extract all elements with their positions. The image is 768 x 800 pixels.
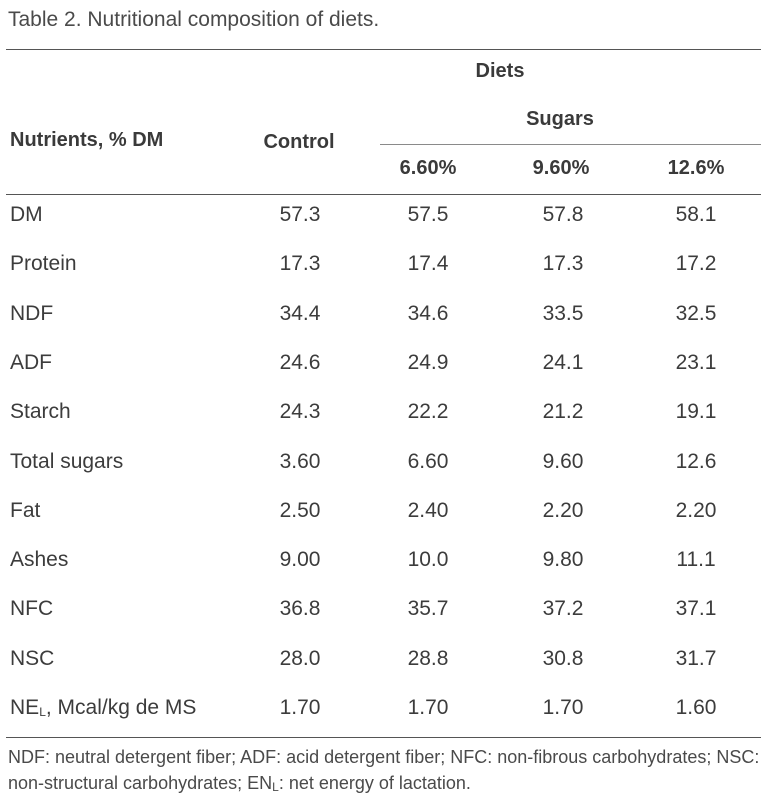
footnote-subscript: L	[272, 780, 279, 794]
table-cell: 12.6	[675, 450, 717, 473]
table-cell: 2.50	[279, 499, 321, 522]
table-cell: 10.0	[407, 548, 449, 571]
header-diets: Diets	[475, 60, 525, 82]
table-bottom-rule	[6, 737, 761, 738]
header-bottom-rule	[6, 194, 761, 195]
table-cell: 17.3	[279, 252, 321, 275]
table-cell: 23.1	[675, 351, 717, 374]
table-cell: 22.2	[407, 400, 449, 423]
table-cell: 57.8	[542, 203, 584, 226]
table-cell: 17.3	[542, 252, 584, 275]
table-cell: 28.0	[279, 647, 321, 670]
table-cell: 32.5	[675, 302, 717, 325]
table-cell: 24.3	[279, 400, 321, 423]
table-cell: 58.1	[675, 203, 717, 226]
header-level-2: 9.60%	[532, 157, 590, 179]
row-label: NSC	[10, 647, 55, 670]
table-cell: 57.5	[407, 203, 449, 226]
table-caption: Table 2. Nutritional composition of diet…	[8, 8, 380, 31]
row-label: ADF	[10, 351, 52, 374]
table-cell: 9.00	[279, 548, 321, 571]
row-label: DM	[10, 203, 43, 226]
header-level-3: 12.6%	[667, 157, 725, 179]
row-label: NDF	[10, 302, 54, 325]
footnote-text-end: : net energy of lactation.	[278, 773, 471, 793]
table-cell: 17.2	[675, 252, 717, 275]
table-cell: 1.70	[542, 696, 584, 719]
table-cell: 37.1	[675, 597, 717, 620]
table-cell: 9.80	[542, 548, 584, 571]
header-level-1: 6.60%	[399, 157, 457, 179]
table-footnote: NDF: neutral detergent fiber; ADF: acid …	[8, 744, 763, 800]
table-cell: 36.8	[279, 597, 321, 620]
table-cell: 2.20	[675, 499, 717, 522]
table-cell: 1.70	[279, 696, 321, 719]
table-cell: 21.2	[542, 400, 584, 423]
table-cell: 24.1	[542, 351, 584, 374]
table-cell: 24.6	[279, 351, 321, 374]
row-label-main: NE	[10, 696, 40, 719]
table-top-rule	[6, 49, 761, 50]
header-control: Control	[263, 131, 335, 153]
row-label: Total sugars	[10, 450, 124, 473]
footnote-text: NDF: neutral detergent fiber; ADF: acid …	[8, 747, 760, 793]
table-cell: 37.2	[542, 597, 584, 620]
row-label: Starch	[10, 400, 71, 423]
table-cell: 9.60	[542, 450, 584, 473]
table-cell: 33.5	[542, 302, 584, 325]
header-sugars: Sugars	[526, 108, 594, 130]
table-cell: 24.9	[407, 351, 449, 374]
row-label-subscript: L	[39, 705, 46, 719]
table-cell: 31.7	[675, 647, 717, 670]
table-cell: 34.4	[279, 302, 321, 325]
sugars-underline	[380, 144, 761, 145]
table-cell: 35.7	[407, 597, 449, 620]
table-cell: 19.1	[675, 400, 717, 423]
table-cell: 2.40	[407, 499, 449, 522]
table-cell: 34.6	[407, 302, 449, 325]
table-cell: 6.60	[407, 450, 449, 473]
row-label: Fat	[10, 499, 41, 522]
table-cell: 3.60	[279, 450, 321, 473]
row-label: Ashes	[10, 548, 69, 571]
table-cell: 57.3	[279, 203, 321, 226]
row-label: NFC	[10, 597, 54, 620]
table-cell: 30.8	[542, 647, 584, 670]
table-cell: 1.60	[675, 696, 717, 719]
header-nutrients: Nutrients, % DM	[10, 129, 164, 151]
table-cell: 2.20	[542, 499, 584, 522]
table-cell: 28.8	[407, 647, 449, 670]
row-label-rest: , Mcal/kg de MS	[45, 696, 197, 719]
table-cell: 1.70	[407, 696, 449, 719]
table-cell: 17.4	[407, 252, 449, 275]
table-cell: 11.1	[676, 548, 716, 571]
row-label: Protein	[10, 252, 77, 275]
row-label: NEL, Mcal/kg de MS	[10, 696, 196, 720]
